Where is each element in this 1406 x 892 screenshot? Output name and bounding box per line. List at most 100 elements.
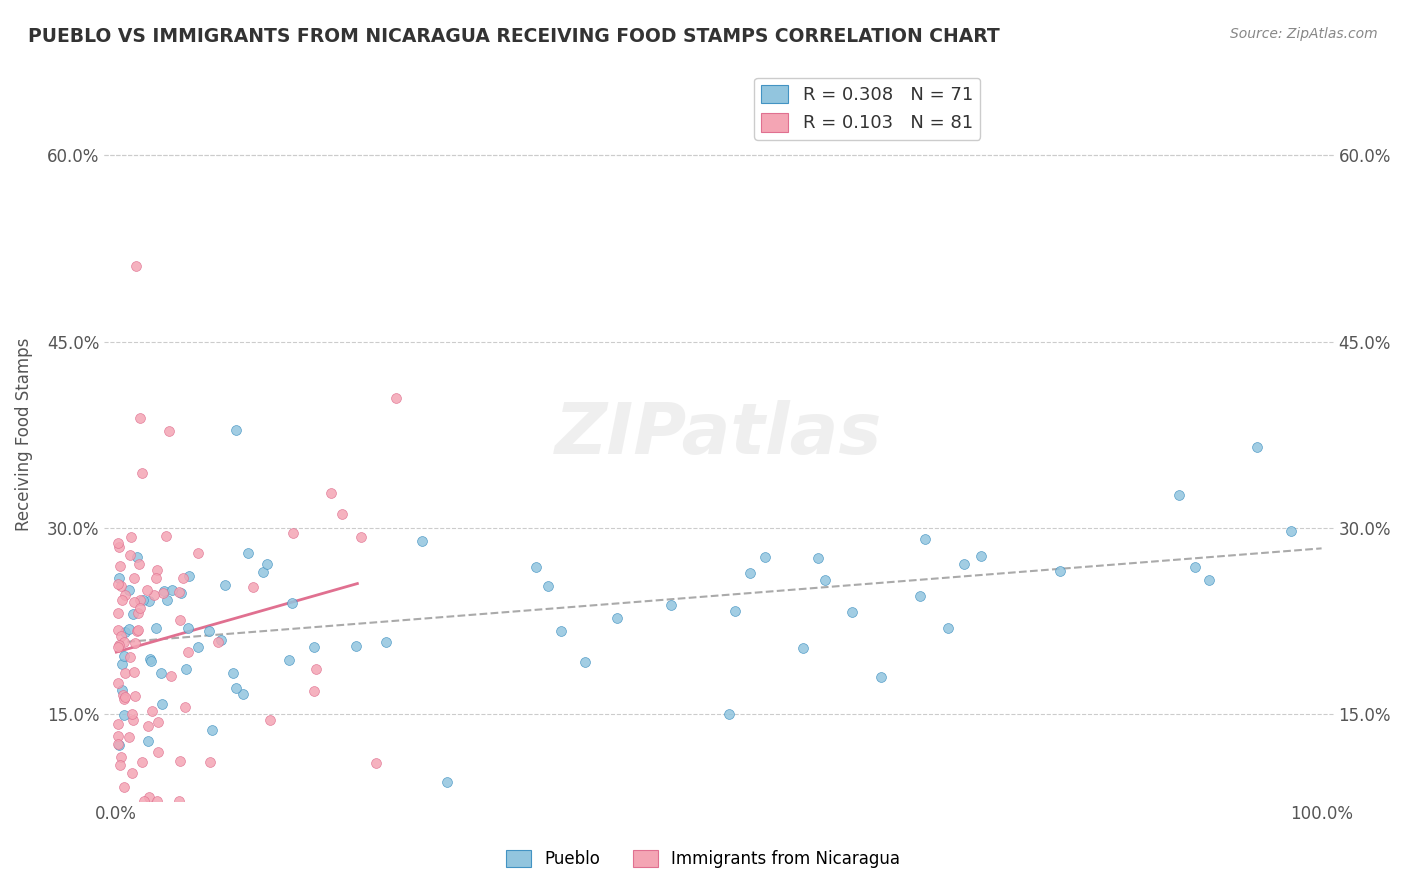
Point — [659, 598, 682, 612]
Point — [550, 624, 572, 638]
Point — [155, 529, 177, 543]
Point — [120, 530, 142, 544]
Point — [124, 665, 146, 680]
Point — [127, 623, 149, 637]
Point — [107, 577, 129, 591]
Point — [259, 713, 281, 727]
Point — [724, 604, 747, 618]
Point — [908, 589, 931, 603]
Point — [214, 578, 236, 592]
Point — [138, 790, 160, 805]
Point — [146, 714, 169, 729]
Point — [350, 530, 373, 544]
Point — [108, 757, 131, 772]
Point — [112, 635, 135, 649]
Point — [738, 566, 761, 581]
Point — [124, 571, 146, 585]
Point — [156, 593, 179, 607]
Point — [125, 549, 148, 564]
Point — [114, 625, 136, 640]
Point — [283, 526, 305, 541]
Point — [152, 586, 174, 600]
Point — [136, 718, 159, 732]
Point — [141, 704, 163, 718]
Point — [869, 670, 891, 684]
Point — [112, 691, 135, 706]
Point — [108, 559, 131, 574]
Y-axis label: Receiving Food Stamps: Receiving Food Stamps — [15, 338, 32, 532]
Point — [107, 571, 129, 585]
Point — [574, 655, 596, 669]
Point — [305, 662, 328, 676]
Point — [114, 588, 136, 602]
Point — [112, 688, 135, 702]
Point — [120, 649, 142, 664]
Point — [138, 652, 160, 666]
Point — [169, 613, 191, 627]
Point — [131, 466, 153, 480]
Point — [125, 259, 148, 273]
Point — [128, 557, 150, 571]
Point — [128, 600, 150, 615]
Point — [122, 713, 145, 727]
Point — [136, 734, 159, 748]
Point — [814, 573, 837, 587]
Point — [146, 563, 169, 577]
Text: ZIPatlas: ZIPatlas — [555, 401, 883, 469]
Point — [128, 593, 150, 607]
Point — [177, 645, 200, 659]
Point — [841, 605, 863, 619]
Point — [411, 534, 433, 549]
Point — [107, 717, 129, 731]
Point — [187, 640, 209, 654]
Point — [107, 624, 129, 638]
Point — [792, 640, 814, 655]
Point — [121, 765, 143, 780]
Point — [112, 708, 135, 723]
Point — [344, 639, 367, 653]
Point — [187, 546, 209, 560]
Point — [330, 508, 353, 522]
Point — [157, 424, 180, 438]
Point — [914, 532, 936, 546]
Point — [278, 653, 301, 667]
Point — [124, 595, 146, 609]
Point — [198, 624, 221, 639]
Point — [375, 635, 398, 649]
Point — [436, 775, 458, 789]
Point — [754, 549, 776, 564]
Point — [121, 706, 143, 721]
Point — [537, 579, 560, 593]
Point — [111, 592, 134, 607]
Point — [107, 738, 129, 752]
Point — [319, 485, 342, 500]
Legend: Pueblo, Immigrants from Nicaragua: Pueblo, Immigrants from Nicaragua — [499, 843, 907, 875]
Point — [111, 657, 134, 671]
Point — [145, 621, 167, 635]
Point — [122, 607, 145, 621]
Point — [174, 662, 197, 676]
Point — [969, 549, 991, 564]
Point — [364, 756, 387, 770]
Point — [146, 794, 169, 808]
Point — [160, 669, 183, 683]
Point — [107, 536, 129, 550]
Point — [107, 729, 129, 743]
Point — [174, 699, 197, 714]
Point — [118, 582, 141, 597]
Point — [146, 745, 169, 759]
Point — [177, 621, 200, 635]
Point — [108, 638, 131, 652]
Point — [136, 583, 159, 598]
Point — [170, 586, 193, 600]
Point — [143, 588, 166, 602]
Text: PUEBLO VS IMMIGRANTS FROM NICARAGUA RECEIVING FOOD STAMPS CORRELATION CHART: PUEBLO VS IMMIGRANTS FROM NICARAGUA RECE… — [28, 27, 1000, 45]
Point — [107, 738, 129, 752]
Point — [131, 755, 153, 769]
Point — [256, 558, 278, 572]
Point — [124, 636, 146, 650]
Point — [118, 731, 141, 745]
Point — [280, 596, 302, 610]
Point — [1246, 440, 1268, 454]
Point — [384, 391, 406, 405]
